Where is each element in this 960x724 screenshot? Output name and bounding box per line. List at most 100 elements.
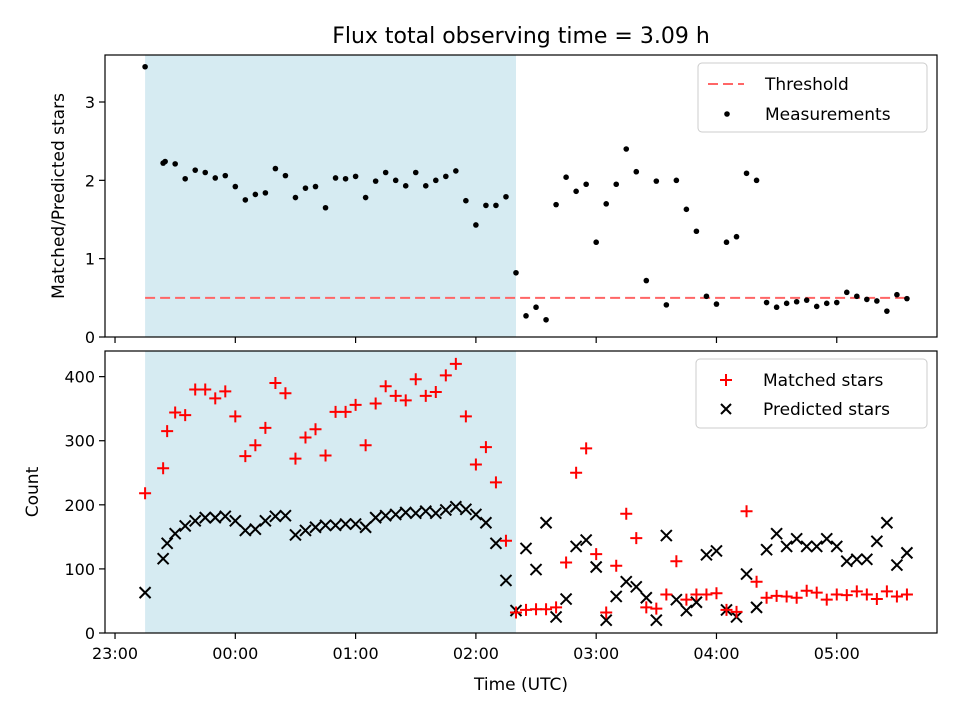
predicted-star-point	[740, 567, 753, 581]
matched-star-point	[680, 593, 693, 606]
top-y-axis-ticks: 0 1 2 3	[85, 93, 105, 347]
predicted-star-point	[599, 613, 613, 627]
predicted-star-point	[389, 508, 402, 521]
measurement-point	[362, 194, 369, 201]
top-legend: Threshold Measurements	[697, 62, 928, 133]
predicted-star-point	[559, 592, 573, 606]
measurement-point	[422, 183, 429, 189]
predicted-star-point	[189, 514, 202, 528]
measurement-point	[573, 188, 579, 195]
measurement-point	[793, 298, 800, 305]
matched-star-point	[249, 439, 262, 452]
measurement-point	[783, 300, 790, 307]
matched-star-point	[209, 392, 222, 405]
bottom-legend: Matched stars Predicted stars	[695, 358, 928, 429]
measurement-point	[653, 178, 660, 184]
measurement-point	[302, 185, 309, 191]
matched-star-point	[309, 423, 322, 436]
measurement-point	[222, 172, 229, 179]
matched-star-point	[161, 425, 174, 438]
measurement-point	[733, 233, 740, 240]
y-tick-label: 0	[85, 328, 95, 347]
measurement-point	[272, 165, 279, 172]
measurement-point	[773, 304, 780, 311]
predicted-star-point	[489, 537, 503, 550]
measurement-point	[142, 63, 148, 70]
measurement-point	[904, 295, 910, 302]
measurement-point	[292, 194, 299, 201]
predicted-star-point	[439, 503, 453, 517]
measurement-point	[693, 228, 700, 235]
predicted-star-point	[199, 511, 212, 524]
matched-star-point	[700, 588, 713, 601]
matched-star-point	[189, 383, 202, 396]
predicted-star-point	[229, 514, 242, 528]
matched-star-point	[489, 476, 502, 489]
measurement-point	[523, 313, 529, 319]
matched-star-point	[299, 431, 312, 444]
predicted-star-point	[479, 516, 493, 529]
matched-star-point	[439, 369, 452, 382]
matched-star-point	[780, 590, 793, 603]
predicted-star-point	[239, 524, 252, 537]
predicted-star-point	[630, 580, 643, 594]
matched-star-point	[880, 585, 893, 598]
predicted-star-point	[219, 510, 232, 523]
predicted-star-point	[319, 519, 332, 532]
predicted-star-point	[269, 510, 282, 523]
measurement-point	[683, 206, 690, 213]
measurement-point	[443, 173, 449, 180]
matched-star-point	[590, 548, 603, 561]
matched-star-point	[550, 601, 563, 614]
matched-star-point	[319, 449, 332, 462]
matched-star-point	[479, 441, 492, 454]
y-tick-label: 200	[64, 496, 95, 515]
x-tick-label: 03:00	[573, 644, 619, 663]
measurement-point	[312, 183, 319, 190]
predicted-star-point	[670, 593, 683, 606]
predicted-star-point	[710, 544, 723, 558]
measurement-point	[763, 299, 770, 306]
measurement-point	[262, 190, 269, 196]
matched-star-point	[419, 389, 432, 402]
predicted-star-point	[429, 506, 443, 520]
predicted-star-point	[760, 543, 773, 556]
predicted-star-point	[860, 553, 874, 566]
matched-star-point	[509, 606, 522, 619]
matched-star-point	[157, 462, 170, 475]
measurement-point	[402, 183, 409, 189]
predicted-star-point	[168, 527, 182, 540]
matched-star-point	[469, 458, 482, 471]
bottom-y-axis-label: Count	[23, 466, 43, 517]
predicted-star-point	[569, 540, 583, 553]
predicted-star-point	[810, 540, 823, 553]
x-tick-label: 00:00	[212, 644, 258, 663]
predicted-star-point	[800, 540, 813, 553]
matched-star-point	[860, 588, 873, 601]
predicted-star-point	[650, 613, 663, 627]
predicted-star-point	[359, 521, 372, 534]
measurement-point	[663, 302, 670, 308]
bottom-shaded-span	[145, 351, 516, 633]
measurement-point	[633, 168, 640, 175]
bottom-plot-frame	[104, 350, 938, 634]
measurement-point	[382, 169, 389, 176]
legend-measurements-label: Measurements	[765, 105, 891, 125]
matched-star-point	[730, 605, 743, 618]
x-tick-label: 23:00	[92, 644, 138, 663]
bottom-y-axis-ticks: 0 100 200 300 400	[64, 368, 105, 643]
ratio-panel: 0 1 2 3 Matched/Predicted stars Threshold M…	[49, 54, 938, 347]
matched-star-point	[900, 588, 913, 601]
predicted-star-point	[850, 553, 864, 566]
predicted-star-point	[770, 527, 783, 540]
measurement-point	[172, 161, 178, 167]
matched-star-point	[580, 442, 593, 455]
matched-star-point	[369, 397, 382, 410]
predicted-star-point	[589, 560, 603, 574]
legend-predicted-swatch	[720, 403, 732, 415]
measurement-point	[412, 169, 419, 176]
predicted-star-point	[138, 586, 152, 599]
predicted-star-point	[529, 563, 543, 576]
matched-star-point	[269, 377, 282, 390]
predicted-star-point	[690, 596, 703, 609]
